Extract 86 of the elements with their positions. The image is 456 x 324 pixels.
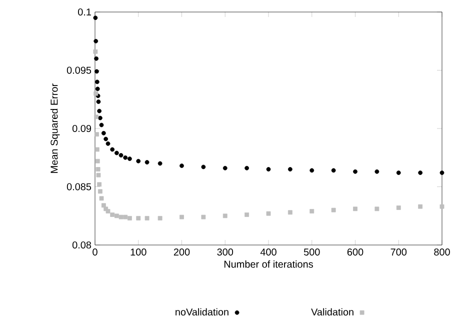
point	[266, 167, 271, 172]
point	[110, 147, 115, 152]
point	[97, 182, 102, 187]
point	[396, 206, 401, 210]
point	[136, 216, 141, 220]
x-tick-label: 700	[390, 248, 407, 256]
point	[94, 147, 100, 152]
x-tick-label: 100	[130, 248, 146, 256]
x-tick-label: 500	[304, 248, 320, 256]
point	[96, 167, 100, 172]
point	[99, 196, 104, 201]
point	[331, 208, 336, 212]
x-tick-label: 200	[174, 248, 190, 256]
point	[104, 136, 108, 142]
point	[94, 38, 98, 44]
point	[310, 168, 314, 173]
point	[101, 130, 106, 136]
point	[440, 170, 444, 175]
point	[353, 169, 358, 174]
y-tick-label: 0.08	[72, 241, 92, 249]
point	[158, 161, 162, 166]
x-tick-label: 800	[434, 248, 450, 256]
point	[94, 91, 98, 96]
point	[93, 49, 98, 54]
point	[222, 166, 228, 170]
point	[123, 155, 128, 160]
point	[310, 209, 314, 214]
point	[98, 116, 102, 120]
x-tick-label: 0	[92, 248, 98, 256]
point	[180, 164, 184, 168]
point	[201, 214, 206, 220]
point	[94, 80, 100, 84]
point	[331, 168, 336, 173]
point	[110, 212, 115, 217]
point	[288, 167, 292, 172]
point	[97, 108, 102, 114]
point	[374, 169, 380, 174]
point	[144, 160, 150, 164]
x-axis-title: Number of iterations	[224, 260, 313, 268]
point	[440, 204, 444, 209]
point	[94, 56, 98, 61]
point	[244, 166, 250, 170]
point	[98, 189, 102, 194]
point	[123, 214, 128, 220]
point	[94, 69, 99, 74]
y-tick-label: 0.1	[78, 8, 92, 16]
y-tick-label: 0.085	[66, 183, 92, 190]
point	[99, 122, 104, 128]
point	[288, 210, 292, 215]
point	[180, 214, 184, 220]
point	[94, 114, 98, 120]
point	[418, 170, 423, 175]
point	[106, 141, 110, 146]
point	[94, 132, 99, 137]
point	[96, 100, 101, 104]
point	[266, 211, 271, 216]
point	[222, 214, 228, 218]
point	[95, 86, 100, 92]
point	[136, 158, 141, 164]
x-tick-label: 600	[347, 248, 364, 256]
legend-label: Validation	[311, 308, 354, 316]
x-tick-label: 400	[260, 248, 276, 256]
point	[128, 156, 132, 161]
point	[353, 206, 358, 212]
point	[114, 150, 119, 156]
point	[201, 164, 206, 170]
point	[95, 158, 100, 164]
y-tick-label: 0.09	[72, 124, 92, 132]
point	[128, 216, 132, 220]
point	[101, 203, 106, 208]
point	[144, 216, 150, 220]
legend-label: noValidation	[176, 308, 228, 316]
point	[374, 206, 380, 212]
point	[93, 16, 98, 20]
point	[244, 212, 250, 217]
y-axis-title: Mean Squared Error	[50, 84, 60, 173]
point	[114, 214, 119, 218]
point	[118, 153, 124, 158]
point	[106, 209, 110, 214]
x-tick-label: 300	[217, 248, 234, 256]
point	[396, 170, 401, 175]
point	[96, 172, 101, 178]
point	[418, 204, 423, 209]
point	[118, 214, 124, 220]
y-tick-label: 0.095	[66, 66, 92, 74]
point	[158, 216, 162, 220]
